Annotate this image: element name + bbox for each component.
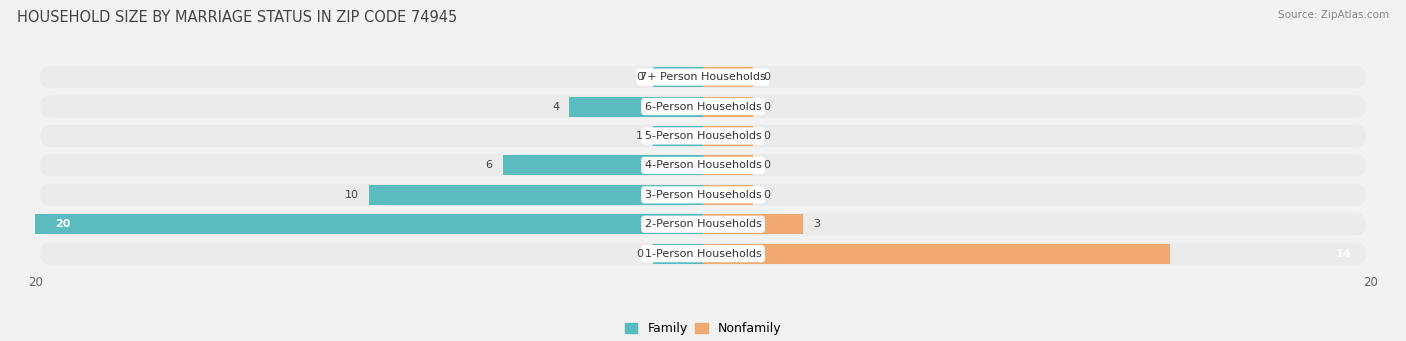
Bar — [703, 67, 754, 87]
Text: 0: 0 — [763, 102, 770, 112]
Bar — [569, 97, 703, 117]
Bar — [703, 155, 754, 175]
Text: 0: 0 — [636, 249, 643, 259]
Bar — [703, 97, 754, 117]
Bar — [703, 185, 754, 205]
Text: 3-Person Households: 3-Person Households — [644, 190, 762, 200]
FancyBboxPatch shape — [41, 184, 1365, 206]
FancyBboxPatch shape — [41, 213, 1365, 235]
Text: 0: 0 — [763, 160, 770, 170]
Text: 0: 0 — [763, 131, 770, 141]
FancyBboxPatch shape — [41, 125, 1365, 147]
Bar — [703, 214, 803, 234]
Bar — [652, 244, 703, 264]
Text: 1-Person Households: 1-Person Households — [644, 249, 762, 259]
Bar — [368, 185, 703, 205]
Text: 4: 4 — [553, 102, 560, 112]
Text: 20: 20 — [55, 219, 70, 229]
Bar — [652, 67, 703, 87]
Text: 10: 10 — [344, 190, 359, 200]
Text: HOUSEHOLD SIZE BY MARRIAGE STATUS IN ZIP CODE 74945: HOUSEHOLD SIZE BY MARRIAGE STATUS IN ZIP… — [17, 10, 457, 25]
Bar — [502, 155, 703, 175]
FancyBboxPatch shape — [41, 66, 1365, 88]
Text: 5-Person Households: 5-Person Households — [644, 131, 762, 141]
Text: 2-Person Households: 2-Person Households — [644, 219, 762, 229]
FancyBboxPatch shape — [41, 242, 1365, 265]
Bar — [35, 214, 703, 234]
Text: 1: 1 — [636, 131, 643, 141]
Text: 0: 0 — [763, 190, 770, 200]
FancyBboxPatch shape — [41, 154, 1365, 177]
Text: 7+ Person Households: 7+ Person Households — [640, 72, 766, 82]
Bar — [652, 126, 703, 146]
Text: 3: 3 — [813, 219, 820, 229]
Bar — [703, 126, 754, 146]
Legend: Family, Nonfamily: Family, Nonfamily — [624, 322, 782, 335]
Text: 0: 0 — [763, 72, 770, 82]
Text: 4-Person Households: 4-Person Households — [644, 160, 762, 170]
Text: 14: 14 — [1336, 249, 1351, 259]
Text: 6: 6 — [485, 160, 492, 170]
FancyBboxPatch shape — [41, 95, 1365, 118]
Text: 6-Person Households: 6-Person Households — [644, 102, 762, 112]
Bar — [703, 244, 1170, 264]
Text: 0: 0 — [636, 72, 643, 82]
Text: Source: ZipAtlas.com: Source: ZipAtlas.com — [1278, 10, 1389, 20]
